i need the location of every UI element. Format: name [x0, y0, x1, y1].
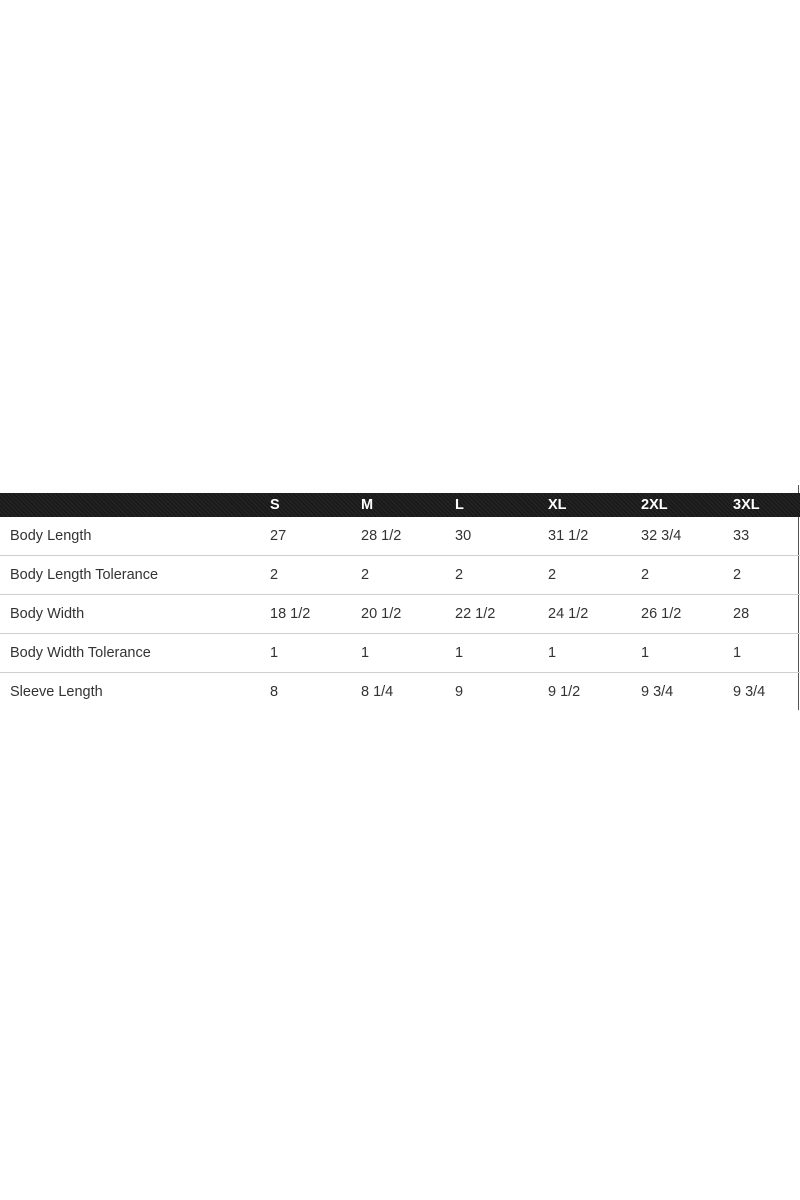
table-cell: 24 1/2: [548, 606, 589, 622]
column-header: S: [270, 497, 280, 513]
table-cell: 1: [455, 645, 464, 661]
table-body: Body Length 27 28 1/2 30 31 1/2 32 3/4 33 Body …: [0, 517, 800, 711]
table-cell: 30: [455, 528, 472, 544]
table-cell: 26 1/2: [641, 606, 682, 622]
table-cell: 2: [455, 567, 464, 583]
table-cell: 2: [270, 567, 279, 583]
table-cell: 33: [733, 528, 750, 544]
table-cell: 1: [548, 645, 557, 661]
table-cell: 32 3/4: [641, 528, 682, 544]
column-header: L: [455, 497, 464, 513]
table-cell: 2: [361, 567, 370, 583]
table-row: Body Length 27 28 1/2 30 31 1/2 32 3/4 33: [0, 517, 800, 556]
table-cell: 2: [733, 567, 742, 583]
size-chart-table: S M L XL 2XL 3XL Body Length 27 28 1/2 30 31 1/2 3…: [0, 493, 800, 711]
column-header: 3XL: [733, 497, 760, 513]
column-header: XL: [548, 497, 567, 513]
table-cell: 9 3/4: [641, 684, 674, 700]
table-row: Sleeve Length 8 8 1/4 9 9 1/2 9 3/4 9 3/4: [0, 673, 800, 711]
table-cell: 2: [641, 567, 650, 583]
table-cell: 20 1/2: [361, 606, 402, 622]
row-label: Body Width: [10, 606, 85, 622]
table-cell: 8 1/4: [361, 684, 394, 700]
table-cell: 28 1/2: [361, 528, 402, 544]
table-row: Body Width Tolerance 1 1 1 1 1 1: [0, 634, 800, 673]
table-cell: 9 3/4: [733, 684, 766, 700]
table-cell: 8: [270, 684, 279, 700]
column-header: 2XL: [641, 497, 668, 513]
table-row: Body Length Tolerance 2 2 2 2 2 2: [0, 556, 800, 595]
row-label: Sleeve Length: [10, 684, 103, 700]
row-label: Body Width Tolerance: [10, 645, 151, 661]
right-border-line: [798, 485, 799, 710]
table-cell: 1: [733, 645, 742, 661]
table-header-row: S M L XL 2XL 3XL: [0, 493, 800, 517]
row-label: Body Length: [10, 528, 92, 544]
table-cell: 27: [270, 528, 287, 544]
table-cell: 31 1/2: [548, 528, 589, 544]
table-cell: 1: [361, 645, 370, 661]
table-cell: 1: [270, 645, 279, 661]
table-cell: 9: [455, 684, 464, 700]
table-cell: 9 1/2: [548, 684, 581, 700]
table-cell: 18 1/2: [270, 606, 311, 622]
table-cell: 22 1/2: [455, 606, 496, 622]
table-row: Body Width 18 1/2 20 1/2 22 1/2 24 1/2 26 1/2…: [0, 595, 800, 634]
row-label: Body Length Tolerance: [10, 567, 159, 583]
table-cell: 1: [641, 645, 650, 661]
column-header: M: [361, 497, 374, 513]
table-cell: 2: [548, 567, 557, 583]
table-cell: 28: [733, 606, 750, 622]
